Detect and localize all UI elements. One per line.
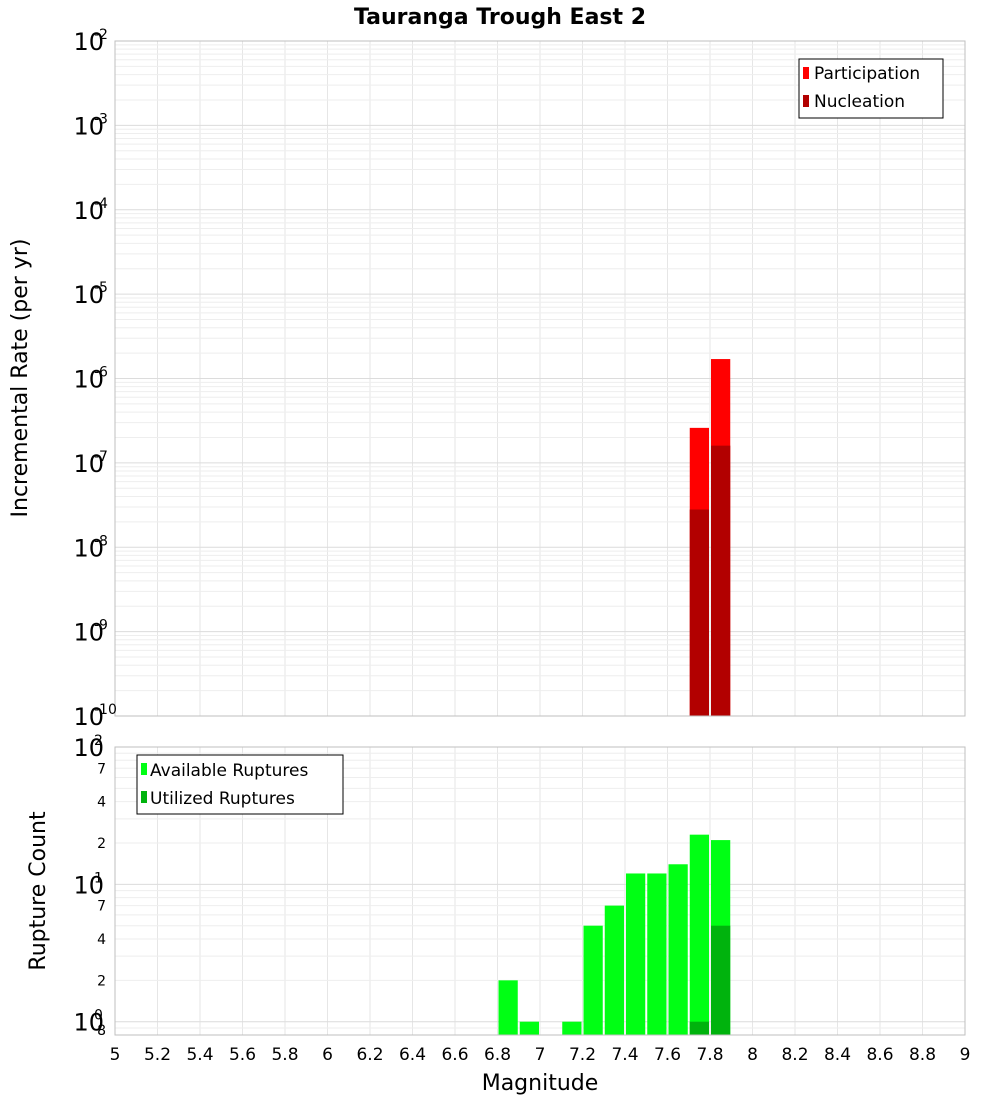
rate-y-tick-base: 10 — [73, 112, 104, 140]
x-tick-label: 6.6 — [441, 1045, 468, 1065]
x-tick-label: 6.8 — [484, 1045, 511, 1065]
count-y-minor-tick-label: 8 — [97, 1023, 106, 1039]
rate-y-tick-base: 10 — [73, 534, 104, 562]
rupture-count-plot-y-axis-label: Rupture Count — [26, 811, 51, 971]
available-ruptures-bar[interactable] — [604, 905, 624, 1035]
count-y-tick-exponent: 1 — [94, 870, 103, 886]
x-tick-label: 5.8 — [271, 1045, 298, 1065]
rate-plot-bars — [689, 359, 731, 716]
rate-y-tick-base: 10 — [73, 197, 104, 225]
available-ruptures-bar[interactable] — [668, 864, 688, 1035]
rate-y-tick-exponent: -9 — [94, 618, 108, 634]
available-ruptures-bar[interactable] — [519, 1021, 539, 1035]
x-tick-label: 5 — [110, 1045, 121, 1065]
count-y-minor-tick-label: 2 — [97, 836, 106, 852]
x-tick-label: 8 — [747, 1045, 758, 1065]
rate-y-tick-exponent: -3 — [94, 111, 108, 127]
rate-y-tick-exponent: -7 — [94, 449, 108, 465]
x-tick-label: 8.2 — [781, 1045, 808, 1065]
rate-y-tick-exponent: -8 — [94, 533, 108, 549]
x-tick-label: 7.6 — [654, 1045, 681, 1065]
count-y-tick-base: 10 — [73, 871, 104, 899]
nucleation-bar[interactable] — [711, 445, 731, 716]
rate-plot-y-axis-label: Incremental Rate (per yr) — [8, 239, 33, 518]
rate-plot-legend[interactable]: Participation Nucleation — [798, 58, 944, 119]
rate-y-tick-base: 10 — [73, 281, 104, 309]
x-tick-label: 6.4 — [399, 1045, 426, 1065]
count-y-minor-tick-label: 2 — [97, 973, 106, 989]
x-axis-label: Magnitude — [482, 1071, 599, 1096]
available-ruptures-bar[interactable] — [647, 873, 667, 1035]
utilized-ruptures-legend-swatch — [141, 791, 147, 803]
count-y-minor-tick-label: 7 — [97, 761, 106, 777]
rate-y-tick-base: 10 — [73, 28, 104, 56]
rate-plot-frame — [114, 40, 966, 717]
participation-legend-swatch — [803, 67, 809, 79]
nucleation-legend-swatch — [803, 95, 809, 107]
count-y-minor-tick-label: 4 — [97, 932, 106, 948]
x-tick-label: 7.8 — [696, 1045, 723, 1065]
rate-y-tick-exponent: -6 — [94, 365, 108, 381]
x-tick-label: 5.2 — [144, 1045, 171, 1065]
rate-y-tick-exponent: -5 — [94, 280, 108, 296]
chart-title: Tauranga Trough East 2 — [354, 5, 646, 30]
x-tick-label: 6.2 — [356, 1045, 383, 1065]
rate-y-tick-exponent: -4 — [94, 196, 108, 212]
x-tick-label: 5.4 — [186, 1045, 213, 1065]
available-ruptures-bar[interactable] — [626, 873, 646, 1035]
available-ruptures-legend-swatch — [141, 763, 147, 775]
rate-plot-grid — [114, 41, 966, 717]
x-tick-label: 7.2 — [569, 1045, 596, 1065]
x-tick-label: 8.8 — [909, 1045, 936, 1065]
x-tick-label: 7 — [535, 1045, 546, 1065]
rupture-count-plot-legend-box — [136, 754, 344, 815]
count-y-tick-exponent: 2 — [94, 733, 103, 749]
nucleation-bar[interactable] — [689, 509, 709, 716]
count-y-tick-base: 10 — [73, 1009, 104, 1037]
x-tick-label: 8.6 — [866, 1045, 893, 1065]
x-tick-label: 5.6 — [229, 1045, 256, 1065]
available-ruptures-bar[interactable] — [583, 925, 603, 1035]
count-y-tick-exponent: 0 — [94, 1008, 103, 1024]
rate-y-tick-base: 10 — [73, 619, 104, 647]
utilized-ruptures-bar[interactable] — [711, 925, 731, 1035]
rupture-count-plot-legend[interactable]: Available Ruptures Utilized Ruptures — [136, 754, 344, 815]
available-ruptures-bar[interactable] — [689, 834, 709, 1035]
count-y-minor-tick-label: 4 — [97, 795, 106, 811]
utilized-ruptures-bar[interactable] — [689, 1021, 709, 1035]
rupture-count-plot-bars — [498, 834, 731, 1035]
rupture-count-plot-frame — [114, 746, 966, 1036]
x-tick-label: 7.4 — [611, 1045, 638, 1065]
utilized-ruptures-legend-label: Utilized Ruptures — [150, 789, 295, 809]
available-ruptures-bar[interactable] — [498, 980, 518, 1035]
x-axis-tick-labels: 5 5.2 5.4 5.6 5.8 6 6.2 6.4 6.6 6.8 7 7.2 7.4 7.6 7.8 8… — [110, 1045, 971, 1065]
rate-y-tick-base: 10 — [73, 703, 104, 731]
available-ruptures-legend-label: Available Ruptures — [150, 761, 308, 781]
available-ruptures-bar[interactable] — [562, 1021, 582, 1035]
x-tick-label: 9 — [960, 1045, 971, 1065]
participation-legend-label: Participation — [814, 64, 920, 84]
rate-y-tick-base: 10 — [73, 450, 104, 478]
rate-y-tick-base: 10 — [73, 366, 104, 394]
count-y-tick-base: 10 — [73, 734, 104, 762]
rate-y-tick-exponent: -10 — [94, 702, 117, 718]
x-tick-label: 6 — [322, 1045, 333, 1065]
x-tick-label: 8.4 — [824, 1045, 851, 1065]
nucleation-legend-label: Nucleation — [814, 92, 905, 112]
rate-y-tick-exponent: -2 — [94, 27, 108, 43]
count-y-minor-tick-label: 7 — [97, 899, 106, 915]
rate-plot-legend-box — [798, 58, 944, 119]
